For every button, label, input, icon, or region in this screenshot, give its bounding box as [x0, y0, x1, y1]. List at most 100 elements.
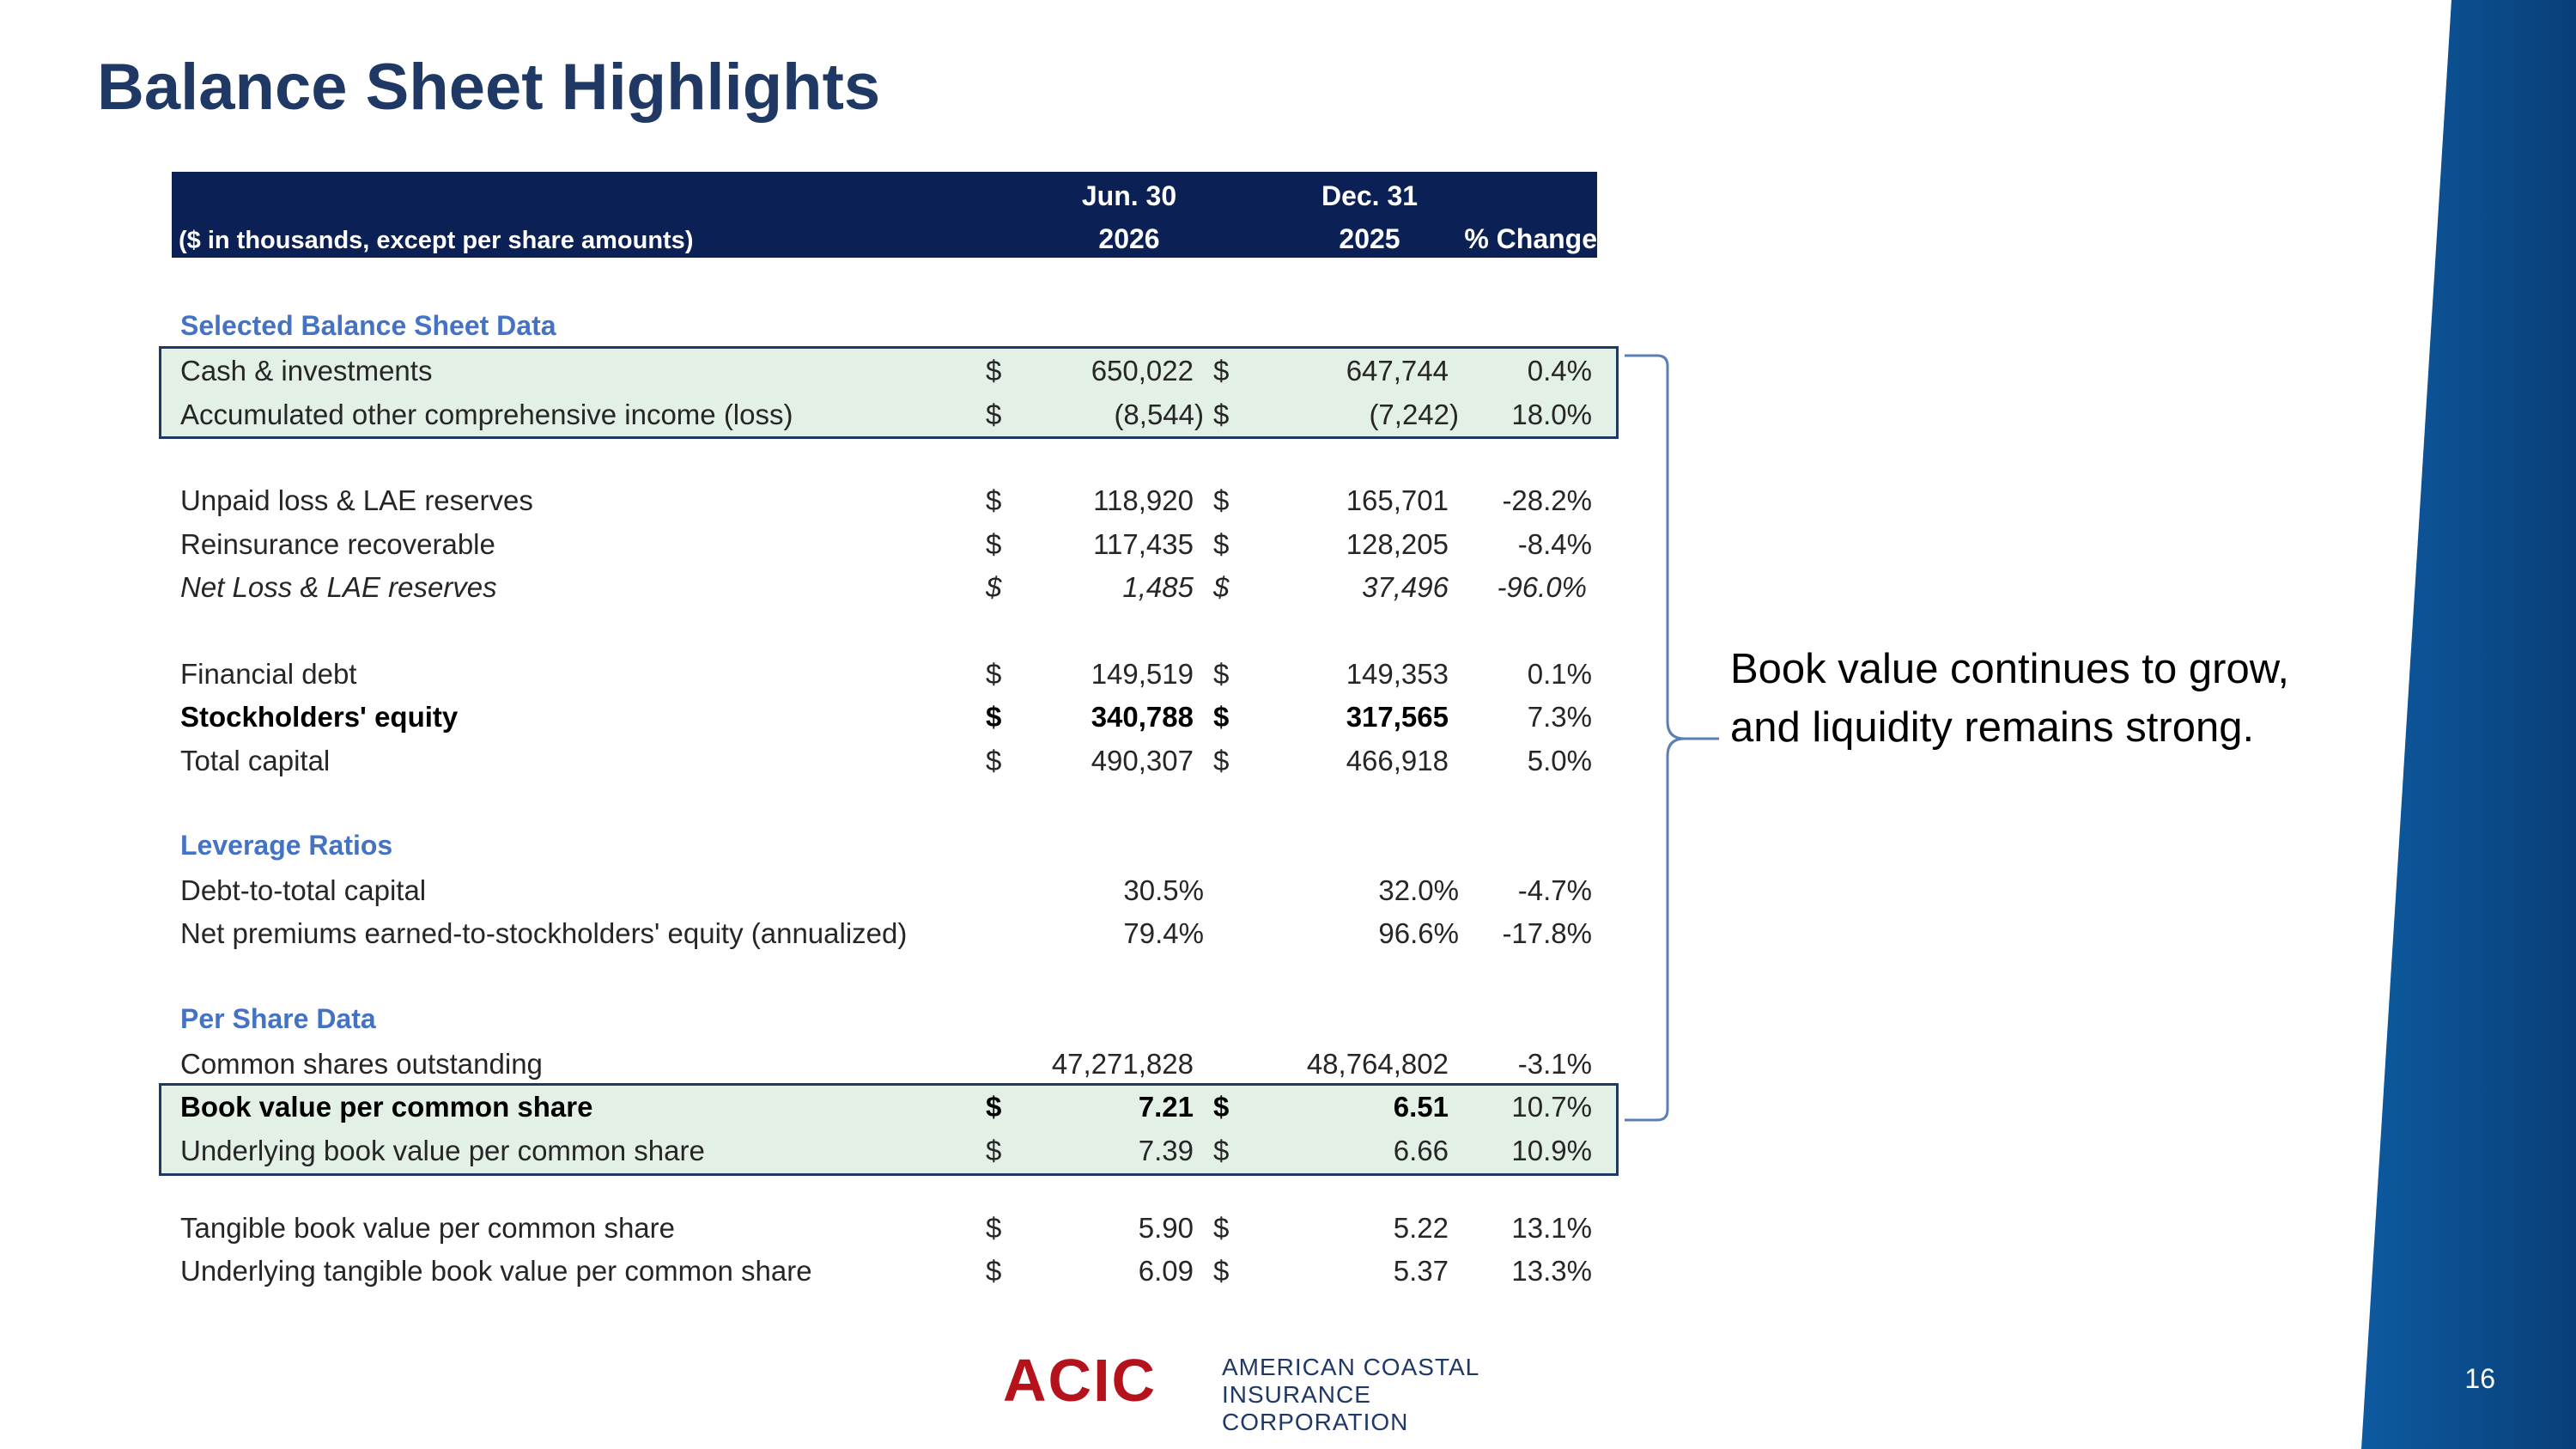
table-header: ($ in thousands, except per share amount…	[172, 172, 1597, 258]
company-logo: ACIC AMERICAN COASTAL INSURANCE CORPORAT…	[1003, 1347, 1552, 1435]
row-currency-1: $	[986, 571, 1002, 603]
row-value-2025: 165,701	[1346, 484, 1449, 516]
row-currency-1: $	[986, 1135, 1002, 1166]
row-pct-change: -17.8%	[1502, 917, 1592, 949]
row-value-2026: 1,485	[1122, 571, 1194, 603]
row-value-2025: 466,918	[1346, 745, 1449, 776]
row-label: Common shares outstanding	[180, 1048, 543, 1080]
row-value-2025: 6.51	[1393, 1091, 1449, 1123]
row-label: Unpaid loss & LAE reserves	[180, 484, 533, 516]
row-value-2025: 128,205	[1346, 528, 1449, 560]
table-row: Net Loss & LAE reserves $ 1,485 $ 37,496…	[172, 565, 1597, 608]
row-value-2026: 5.90	[1138, 1212, 1194, 1244]
section-heading-balance: Selected Balance Sheet Data	[180, 310, 556, 341]
row-currency-1: $	[986, 658, 1002, 690]
logo-mark: ACIC	[1003, 1347, 1157, 1414]
table-row: Debt-to-total capital 30.5% 32.0% -4.7%	[172, 868, 1597, 911]
row-label: Net Loss & LAE reserves	[180, 571, 497, 603]
table-row: Total capital $ 490,307 $ 466,918 5.0%	[172, 739, 1597, 782]
row-currency-1: $	[986, 745, 1002, 776]
col2-header-line2: 2025	[1339, 223, 1400, 254]
row-pct-change: -96.0%	[1497, 571, 1587, 603]
row-pct-change: 10.7%	[1511, 1091, 1592, 1123]
row-pct-change: 18.0%	[1511, 399, 1592, 430]
row-currency-2: $	[1213, 1212, 1230, 1244]
row-currency-2: $	[1213, 484, 1230, 516]
row-pct-change: -28.2%	[1502, 484, 1592, 516]
row-label: Debt-to-total capital	[180, 874, 427, 906]
row-label: Accumulated other comprehensive income (…	[180, 399, 793, 430]
row-currency-2: $	[1213, 745, 1230, 776]
row-pct-change: 13.3%	[1511, 1255, 1592, 1287]
row-pct-change: 0.1%	[1527, 658, 1592, 690]
row-value-2025: 37,496	[1362, 571, 1449, 603]
row-currency-2: $	[1213, 1091, 1230, 1123]
row-label: Underlying book value per common share	[180, 1135, 705, 1166]
table-row: Financial debt $ 149,519 $ 149,353 0.1%	[172, 652, 1597, 695]
row-label: Underlying tangible book value per commo…	[180, 1255, 812, 1287]
section-heading-per-share: Per Share Data	[180, 1003, 376, 1034]
row-value-2026: 490,307	[1091, 745, 1194, 776]
logo-line-2: INSURANCE CORPORATION	[1222, 1381, 1409, 1435]
row-currency-2: $	[1213, 355, 1230, 387]
row-currency-2: $	[1213, 571, 1230, 603]
col2-header-line1: Dec. 31	[1321, 180, 1419, 211]
row-pct-change: 13.1%	[1511, 1212, 1592, 1244]
row-value-2025: 5.22	[1393, 1212, 1449, 1244]
row-value-2025: 647,744	[1346, 355, 1449, 387]
logo-text: AMERICAN COASTAL INSURANCE CORPORATION	[1222, 1354, 1552, 1436]
row-pct-change: -4.7%	[1517, 874, 1592, 906]
table-row: Accumulated other comprehensive income (…	[172, 393, 1597, 435]
row-label: Net premiums earned-to-stockholders' equ…	[180, 917, 908, 949]
callout-text: Book value continues to grow, and liquid…	[1730, 640, 2289, 757]
table-row: Reinsurance recoverable $ 117,435 $ 128,…	[172, 522, 1597, 565]
highlight-box-bottom	[159, 1083, 1619, 1176]
row-value-2026: 340,788	[1091, 701, 1194, 733]
row-pct-change: -3.1%	[1517, 1048, 1592, 1080]
row-pct-change: 7.3%	[1527, 701, 1592, 733]
table-row: Tangible book value per common share $ 5…	[172, 1206, 1597, 1249]
logo-line-1: AMERICAN COASTAL	[1222, 1354, 1480, 1380]
row-value-2025: 149,353	[1346, 658, 1449, 690]
units-note: ($ in thousands, except per share amount…	[179, 227, 694, 254]
row-currency-1: $	[986, 1212, 1002, 1244]
row-value-2026: 7.39	[1138, 1135, 1194, 1166]
row-currency-2: $	[1213, 1135, 1230, 1166]
row-label: Tangible book value per common share	[180, 1212, 676, 1244]
table-row: Book value per common share $ 7.21 $ 6.5…	[172, 1085, 1597, 1128]
row-label: Stockholders' equity	[180, 701, 459, 733]
row-currency-1: $	[986, 484, 1002, 516]
callout-line-1: Book value continues to grow,	[1730, 646, 2290, 692]
row-value-2026: 118,920	[1093, 484, 1194, 516]
row-value-2026: 117,435	[1093, 528, 1194, 560]
row-currency-2: $	[1213, 701, 1230, 733]
highlight-box-top	[159, 346, 1619, 439]
row-value-2025: 317,565	[1346, 701, 1449, 733]
row-value-2026: 47,271,828	[1051, 1048, 1194, 1080]
row-value-2026: 79.4%	[1123, 917, 1204, 949]
row-pct-change: 0.4%	[1527, 355, 1592, 387]
row-pct-change: 10.9%	[1511, 1135, 1592, 1166]
row-pct-change: 5.0%	[1527, 745, 1592, 776]
row-currency-1: $	[986, 528, 1002, 560]
row-currency-1: $	[986, 1091, 1002, 1123]
col1-header-line1: Jun. 30	[1081, 180, 1177, 211]
row-label: Cash & investments	[180, 355, 433, 387]
row-value-2025: 32.0%	[1378, 874, 1459, 906]
row-label: Total capital	[180, 745, 331, 776]
row-currency-1: $	[986, 701, 1002, 733]
table-row: Underlying book value per common share $…	[172, 1129, 1597, 1172]
row-currency-1: $	[986, 1255, 1002, 1287]
row-label: Book value per common share	[180, 1091, 593, 1123]
callout-line-2: and liquidity remains strong.	[1730, 704, 2255, 751]
row-currency-2: $	[1213, 528, 1230, 560]
table-row: Unpaid loss & LAE reserves $ 118,920 $ 1…	[172, 478, 1597, 521]
table-row: Stockholders' equity $ 340,788 $ 317,565…	[172, 695, 1597, 738]
table-row: Underlying tangible book value per commo…	[172, 1249, 1597, 1292]
table-row: Net premiums earned-to-stockholders' equ…	[172, 911, 1597, 954]
callout-bracket	[1625, 354, 1719, 1122]
col1-header-line2: 2026	[1098, 223, 1160, 254]
row-currency-1: $	[986, 399, 1002, 430]
row-currency-2: $	[1213, 399, 1230, 430]
table-row: Common shares outstanding 47,271,828 48,…	[172, 1042, 1597, 1085]
